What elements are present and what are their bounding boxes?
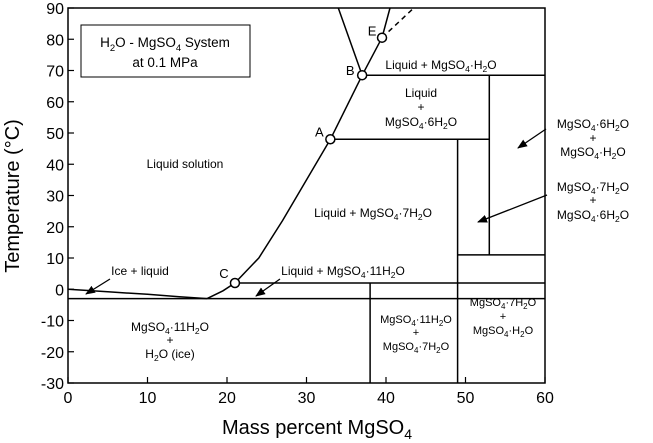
y-tick-label: 40	[46, 157, 64, 174]
y-tick-label: 60	[46, 95, 64, 112]
label-liquid-mgso4-11h2o: Liquid + MgSO4·11H2O	[281, 264, 405, 280]
arrow-7h2o-6h2o	[477, 194, 548, 223]
label-ice-liquid: Ice + liquid	[111, 264, 169, 278]
annotation-arrows	[85, 128, 548, 297]
x-tick-label: 60	[536, 390, 554, 407]
x-axis-label: Mass percent MgSO4	[222, 417, 412, 442]
invariant-points: A B C E	[219, 24, 388, 289]
boundary-metastable-dashed	[381, 7, 415, 39]
label-plus-3: +	[589, 193, 596, 207]
label-liquid-solution: Liquid solution	[147, 157, 224, 171]
boundary-liquidus-7	[234, 138, 332, 284]
title-line-1: H2O - MgSO4 System	[100, 35, 230, 54]
y-tick-label: -10	[41, 314, 64, 331]
y-tick-label: -30	[41, 376, 64, 393]
label-liquid-mgso4-7h2o: Liquid + MgSO4·7H2O	[314, 206, 432, 222]
label-mgso4-11h2o-b: MgSO4·11H2O	[380, 314, 452, 328]
y-tick-label: 70	[46, 64, 64, 81]
y-tick-label: 0	[55, 282, 64, 299]
label-h2o-ice: H2O (ice)	[145, 347, 194, 363]
label-mgso4-7h2o-e: MgSO4·7H2O	[470, 297, 537, 311]
arrow-6h2o-h2o	[517, 128, 547, 149]
label-mgso4-11h2o-ice: MgSO4·11H2O	[131, 320, 209, 336]
label-mgso4-7h2o-d: MgSO4·7H2O	[383, 341, 450, 355]
y-tick-label: 90	[46, 1, 64, 18]
label-plus-5: +	[413, 327, 419, 339]
boundary-liquidus-6	[329, 74, 363, 140]
label-plus-4: +	[166, 333, 173, 347]
label-plus-1: +	[417, 100, 424, 114]
point-e	[376, 32, 388, 43]
arrow-liquid-11h2o	[255, 278, 281, 297]
y-tick-label: 80	[46, 32, 64, 49]
x-tick-label: 50	[457, 390, 475, 407]
point-c	[229, 277, 241, 289]
phase-boundaries	[67, 7, 545, 383]
boundary-ice-liquidus	[67, 288, 208, 300]
point-a	[325, 134, 336, 145]
label-mgso4-6h2o-b: MgSO4·6H2O	[557, 117, 629, 133]
label-plus-2: +	[589, 131, 596, 145]
arrow-ice-liquid	[85, 278, 111, 295]
y-tick-label: 30	[46, 189, 64, 206]
label-mgso4-6h2o-c: MgSO4·6H2O	[557, 208, 629, 224]
point-label-a: A	[315, 124, 324, 139]
x-tick-label: 40	[377, 390, 395, 407]
label-plus-6: +	[500, 311, 506, 323]
point-b	[356, 69, 368, 81]
x-tick-label: 30	[298, 390, 316, 407]
point-label-c: C	[219, 266, 228, 281]
title-line-2: at 0.1 MPa	[132, 55, 198, 70]
title-box: H2O - MgSO4 System at 0.1 MPa	[80, 24, 251, 78]
x-tick-label: 20	[218, 390, 236, 407]
label-mgso4-h2o-b: MgSO4·H2O	[560, 145, 626, 161]
y-tick-label: 50	[46, 126, 64, 143]
boundary-liquidus-1	[337, 7, 363, 76]
y-tick-label: 10	[46, 251, 64, 268]
y-tick-label: 20	[46, 220, 64, 237]
label-mgso4-6h2o-a: MgSO4·6H2O	[385, 115, 457, 131]
region-labels: Liquid solution Ice + liquid Liquid + Mg…	[111, 58, 629, 363]
x-tick-label: 10	[139, 390, 157, 407]
label-mgso4-h2o-e: MgSO4·H2O	[473, 325, 534, 339]
y-tick-label: -20	[41, 345, 64, 362]
x-tick-label: 0	[64, 390, 73, 407]
point-label-e: E	[368, 24, 377, 39]
label-mgso4-7h2o-c: MgSO4·7H2O	[557, 180, 629, 196]
point-label-b: B	[346, 63, 355, 78]
y-axis-label: Temperature (°C)	[2, 119, 24, 273]
label-liquid-word: Liquid	[405, 86, 437, 100]
axis-ticks: 0 10 20 30 40 50 60 -30 -20 -10 0 10 20 30 40 50 60 70 80 9…	[41, 1, 554, 407]
label-liquid-mgso4-h2o: Liquid + MgSO4·H2O	[385, 58, 496, 74]
